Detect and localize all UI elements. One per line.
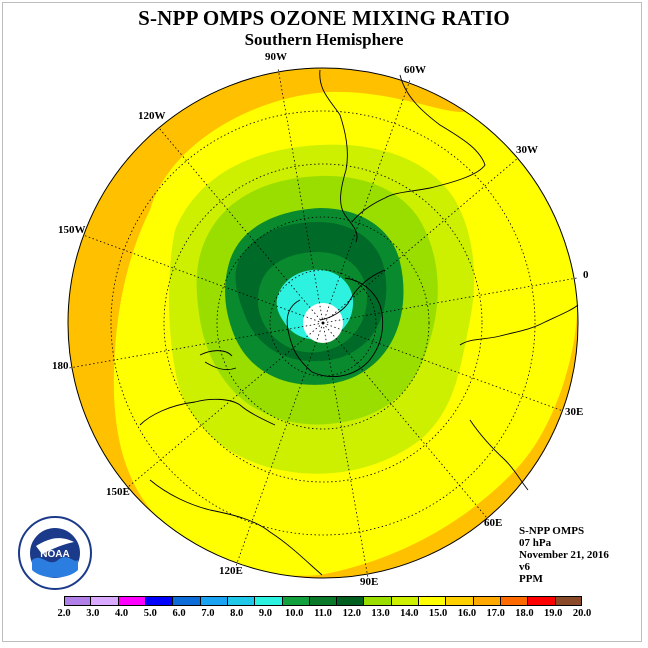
- lon-label-0: 0: [583, 269, 589, 281]
- map-subtitle: Southern Hemisphere: [244, 30, 404, 49]
- colorbar-tick-label: 6.0: [172, 608, 186, 619]
- colorbar-swatch: [446, 596, 474, 606]
- info-level: 07 hPa: [519, 537, 552, 549]
- colorbar: [64, 596, 582, 606]
- coastlines: [139, 69, 579, 576]
- colorbar-tick-label: 16.0: [457, 608, 477, 619]
- colorbar-tick-label: 2.0: [57, 608, 71, 619]
- lon-label-60w: 60W: [404, 64, 426, 76]
- lon-label-60e: 60E: [484, 517, 503, 529]
- colorbar-swatch: [173, 596, 201, 606]
- colorbar-tick-label: 5.0: [143, 608, 157, 619]
- colorbar-swatch: [282, 596, 310, 606]
- lon-label-120w: 120W: [138, 110, 166, 122]
- colorbar-swatch: [337, 596, 365, 606]
- colorbar-swatch: [364, 596, 392, 606]
- colorbar-swatch: [419, 596, 447, 606]
- lon-label-150e: 150E: [106, 486, 130, 498]
- colorbar-tick-label: 3.0: [86, 608, 100, 619]
- coast-new-zealand: [199, 350, 237, 371]
- colorbar-tick-label: 18.0: [515, 608, 534, 619]
- colorbar-tick-label: 8.0: [230, 608, 244, 619]
- colorbar-swatch: [200, 596, 228, 606]
- colorbar-tick-label: 13.0: [371, 608, 390, 619]
- colorbar-swatch: [528, 596, 556, 606]
- map-title: S-NPP OMPS OZONE MIXING RATIO: [138, 6, 510, 30]
- colorbar-swatch: [118, 596, 146, 606]
- coast-africa: [459, 304, 579, 491]
- map-boundary: [67, 67, 579, 579]
- info-block: S-NPP OMPS 07 hPa November 21, 2016 v6 P…: [519, 525, 609, 585]
- lon-label-120e: 120E: [219, 565, 243, 577]
- colorbar-tick-label: 11.0: [314, 608, 332, 619]
- colorbar-tick-label: 17.0: [486, 608, 505, 619]
- colorbar-swatch: [255, 596, 283, 606]
- info-units: PPM: [519, 573, 543, 585]
- lon-label-90e: 90E: [360, 576, 379, 588]
- coast-australia: [139, 398, 323, 576]
- graticule: [68, 67, 578, 579]
- colorbar-swatch: [227, 596, 256, 606]
- lon-label-90w: 90W: [265, 51, 287, 63]
- lon-label-30w: 30W: [516, 144, 538, 156]
- colorbar-tick-label: 12.0: [342, 608, 361, 619]
- coast-antarctica: [286, 277, 384, 377]
- logo-text: NOAA: [40, 549, 69, 560]
- colorbar-tick-label: 19.0: [544, 608, 563, 619]
- colorbar-tick-label: 15.0: [428, 608, 448, 619]
- info-date: November 21, 2016: [519, 549, 609, 561]
- colorbar-tick-label: 14.0: [400, 608, 419, 619]
- colorbar-swatch: [64, 596, 92, 606]
- colorbar-swatch: [391, 596, 420, 606]
- lon-label-150w: 150W: [58, 224, 86, 236]
- colorbar-swatch: [309, 596, 338, 606]
- figure-frame: [2, 2, 642, 642]
- colorbar-tick-label: 7.0: [201, 608, 215, 619]
- colorbar-swatch: [501, 596, 529, 606]
- colorbar-swatch: [91, 596, 119, 606]
- colorbar-swatch: [473, 596, 501, 606]
- lon-label-30e: 30E: [565, 406, 584, 418]
- colorbar-tick-label: 4.0: [114, 608, 129, 619]
- lon-label-180: 180: [52, 360, 69, 372]
- colorbar-swatch: [555, 596, 582, 606]
- colorbar-tick-label: 9.0: [258, 608, 272, 619]
- noaa-logo: NOAA: [18, 516, 92, 590]
- info-instrument: S-NPP OMPS: [519, 525, 585, 537]
- colorbar-tick-label: 20.0: [572, 608, 592, 619]
- coast-antarctic-peninsula: [319, 269, 386, 321]
- colorbar-tick-label: 10.0: [285, 608, 304, 619]
- info-version: v6: [519, 561, 530, 573]
- colorbar-swatch: [145, 596, 174, 606]
- coast-south-america: [319, 69, 486, 243]
